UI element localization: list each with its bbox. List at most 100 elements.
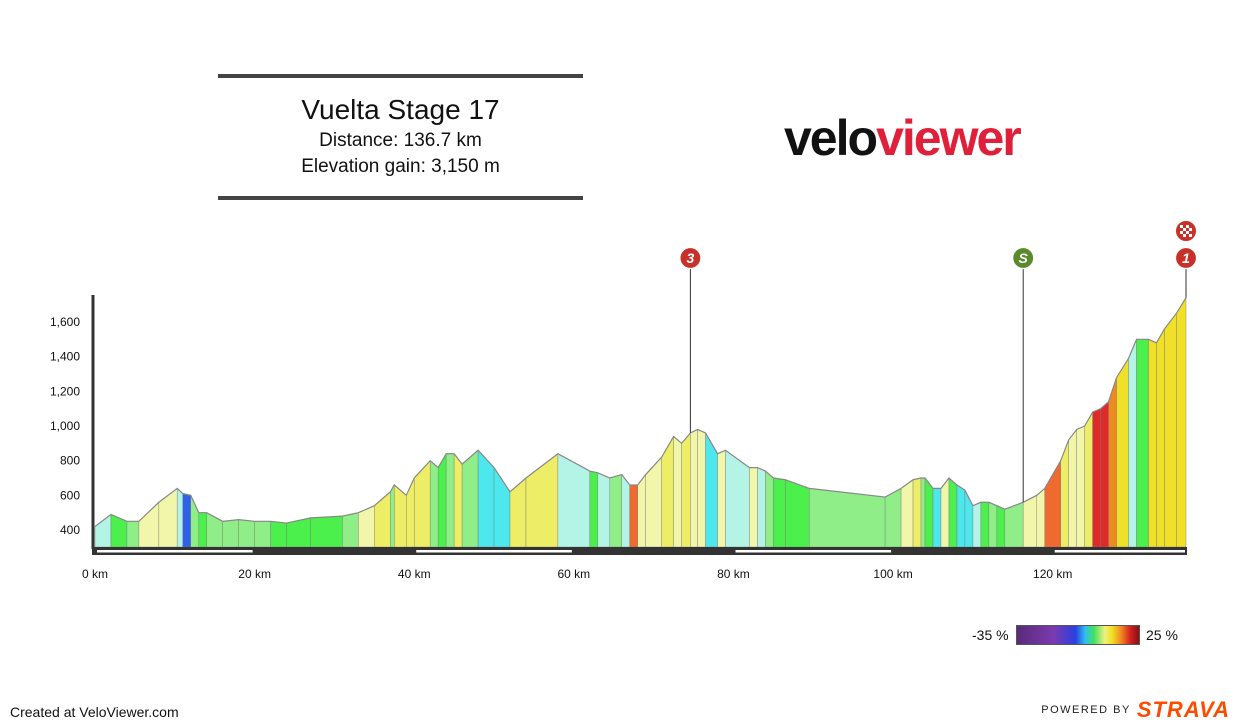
finish-flag-check — [1189, 234, 1192, 237]
profile-segment — [238, 519, 255, 548]
profile-segment — [1100, 401, 1109, 548]
profile-segment — [110, 514, 128, 548]
profile-segment — [924, 477, 934, 548]
x-tick-label: 20 km — [238, 567, 271, 581]
x-tick-label: 80 km — [717, 567, 750, 581]
profile-segment — [980, 502, 990, 548]
profile-segment — [254, 521, 271, 548]
marker-label: 1 — [1182, 250, 1190, 266]
profile-segment — [757, 467, 766, 548]
finish-flag-check — [1186, 225, 1189, 228]
x-tick-label: 60 km — [558, 567, 591, 581]
profile-segment — [940, 477, 950, 548]
profile-segment — [884, 488, 902, 548]
profile-segment — [414, 460, 431, 548]
profile-segment — [673, 435, 682, 548]
profile-segment — [158, 487, 178, 548]
profile-segment — [621, 473, 630, 548]
profile-segment — [629, 484, 638, 548]
logo-text-velo: velo — [784, 110, 878, 166]
gradient-legend-bar — [1016, 625, 1140, 645]
profile-segment — [920, 477, 926, 548]
profile-segment — [645, 456, 662, 548]
x-tick-label: 0 km — [82, 567, 108, 581]
finish-flag-check — [1186, 231, 1189, 234]
y-tick-label: 1,400 — [50, 350, 80, 364]
x-axis-bar-stripe — [735, 550, 892, 553]
veloviewer-logo: veloviewer — [784, 108, 1022, 168]
x-axis-bar — [92, 547, 1187, 555]
profile-segment — [1148, 339, 1157, 548]
powered-by-strava[interactable]: POWERED BY STRAVA — [1041, 697, 1230, 723]
profile-segment — [206, 512, 223, 548]
profile-segment — [509, 477, 527, 548]
climb-marker-icon — [679, 246, 702, 270]
profile-segment — [948, 477, 958, 548]
stage-distance: Distance: 136.7 km — [319, 130, 482, 151]
marker-label: 3 — [686, 250, 694, 266]
profile-segment — [270, 521, 287, 548]
x-tick-label: 120 km — [1033, 567, 1072, 581]
profile-segment — [1176, 297, 1187, 548]
gradient-legend-min: -35 % — [972, 627, 1009, 643]
profile-segment — [1108, 377, 1117, 548]
profile-segment — [198, 512, 207, 548]
marker-label: S — [1019, 250, 1029, 266]
profile-segment — [1092, 408, 1101, 548]
y-tick-label: 1,000 — [50, 419, 80, 433]
profile-segment — [996, 505, 1006, 548]
profile-segment — [390, 484, 395, 548]
profile-segment — [445, 453, 455, 548]
logo-text-viewer: viewer — [876, 110, 1022, 166]
profile-segment — [138, 501, 160, 548]
climb-marker-icon — [1174, 246, 1198, 270]
title-rule-bottom — [218, 196, 583, 200]
profile-segment — [1116, 357, 1129, 548]
x-tick-label: 100 km — [873, 567, 912, 581]
finish-flag-check — [1180, 231, 1183, 234]
profile-segment — [809, 488, 886, 548]
profile-segment — [182, 493, 191, 548]
profile-segment — [94, 513, 112, 548]
created-at-text: Created at VeloViewer.com — [10, 704, 179, 720]
profile-segment — [717, 449, 726, 548]
x-tick-label: 40 km — [398, 567, 431, 581]
title-rule-top — [218, 74, 583, 78]
finish-flag-check — [1183, 234, 1186, 237]
strava-logo: STRAVA — [1136, 697, 1230, 722]
profile-segment — [437, 452, 447, 548]
profile-segment — [597, 472, 610, 548]
profile-segment — [222, 519, 239, 548]
profile-segment — [749, 467, 758, 548]
profile-segment — [374, 491, 391, 548]
profile-segment — [1136, 339, 1149, 548]
y-tick-label: 400 — [60, 523, 80, 537]
profile-segment — [690, 429, 698, 548]
profile-segment — [1022, 495, 1037, 548]
profile-segment — [1156, 328, 1165, 548]
profile-segment — [932, 488, 942, 548]
elevation-profile-chart: 400 600 800 1,000 1,200 1,400 1,600 0 km 20 km 40… — [50, 220, 1198, 581]
y-tick-label: 600 — [60, 488, 80, 502]
sprint-marker-icon — [1012, 246, 1035, 270]
stage-info: Vuelta Stage 17 Distance: 136.7 km Eleva… — [218, 74, 583, 202]
profile-segment — [1068, 428, 1077, 548]
finish-flag-check — [1180, 225, 1183, 228]
stage-title: Vuelta Stage 17 — [301, 94, 500, 125]
profile-segment — [785, 479, 810, 548]
profile-segment — [525, 453, 559, 548]
profile-segment — [681, 432, 691, 548]
profile-segment — [773, 477, 786, 548]
profile-segment — [609, 474, 622, 548]
finish-flag-check — [1183, 228, 1186, 231]
y-tick-label: 800 — [60, 454, 80, 468]
gradient-legend-max: 25 % — [1146, 627, 1178, 643]
powered-by-label: POWERED BY — [1041, 704, 1131, 716]
y-tick-label: 1,600 — [50, 315, 80, 329]
profile-segment — [177, 487, 183, 548]
profile-segment — [557, 453, 591, 548]
profile-segment — [988, 501, 998, 548]
profile-segment — [589, 470, 599, 548]
profile-segment — [1076, 425, 1085, 548]
profile-segment — [637, 473, 646, 548]
